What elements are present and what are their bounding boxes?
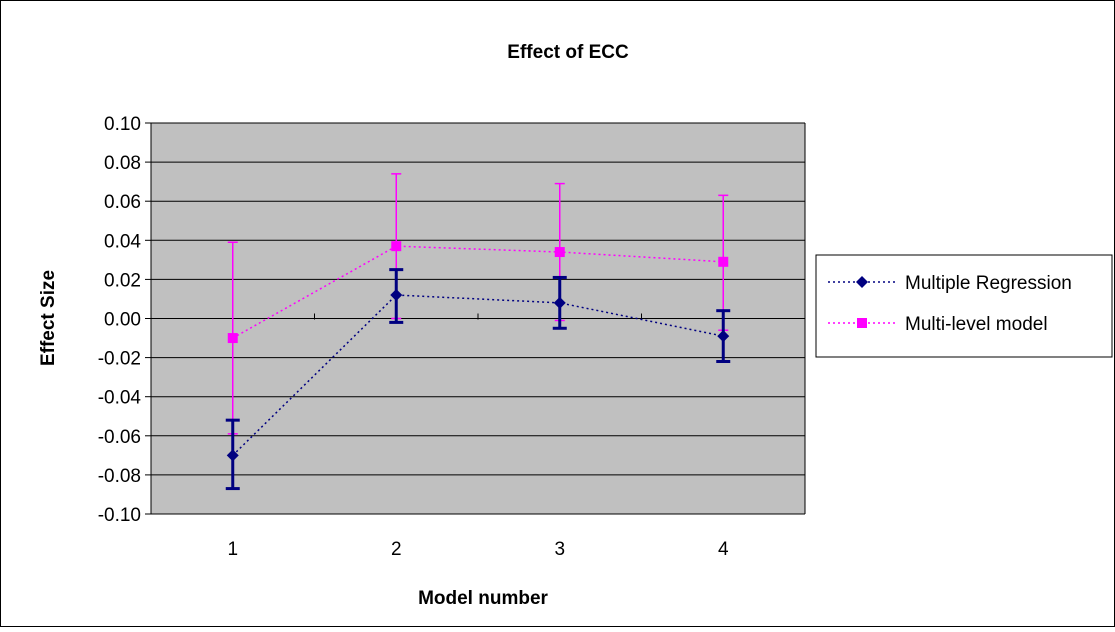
legend-marker <box>856 276 868 288</box>
y-tick-label: -0.06 <box>98 427 141 448</box>
x-tick-label: 1 <box>227 539 238 560</box>
data-point <box>391 241 402 252</box>
y-tick-label: -0.08 <box>98 466 141 487</box>
y-axis-label: Effect Size <box>38 270 59 366</box>
legend: Multiple Regression Multi-level model <box>815 254 1113 358</box>
data-point <box>718 256 729 267</box>
y-tick-label: 0.06 <box>104 192 141 213</box>
legend-label: Multiple Regression <box>905 273 1072 294</box>
data-point <box>554 247 565 258</box>
series-line <box>232 294 724 456</box>
data-point <box>226 449 239 462</box>
x-axis-label: Model number <box>418 588 548 609</box>
y-tick-label: 0.02 <box>104 270 141 291</box>
y-tick-label: -0.02 <box>98 349 141 370</box>
y-tick-label: -0.04 <box>98 388 142 409</box>
data-point <box>390 289 403 302</box>
y-tick-label: 0.10 <box>104 114 141 135</box>
data-point <box>717 330 730 343</box>
chart-title: Effect of ECC <box>507 42 629 63</box>
y-tick-label: 0.08 <box>104 153 141 174</box>
y-axis: 0.10 0.08 0.06 0.04 0.02 0.00 -0.02 -0.04 -0.06 -… <box>98 114 806 526</box>
legend-marker <box>857 318 867 328</box>
legend-box <box>815 254 1113 358</box>
x-tick-label: 4 <box>718 539 729 560</box>
legend-label: Multi-level model <box>905 314 1048 335</box>
x-axis: 1 2 3 4 <box>150 313 806 560</box>
y-tick-label: 0.04 <box>104 231 141 252</box>
y-tick-label: 0.00 <box>104 310 141 331</box>
x-tick-label: 3 <box>554 539 565 560</box>
series-markers <box>226 241 730 462</box>
data-point <box>553 296 566 309</box>
series-lines <box>232 245 724 456</box>
data-point <box>227 333 238 344</box>
x-tick-label: 2 <box>391 539 402 560</box>
y-tick-label: -0.10 <box>98 505 141 526</box>
